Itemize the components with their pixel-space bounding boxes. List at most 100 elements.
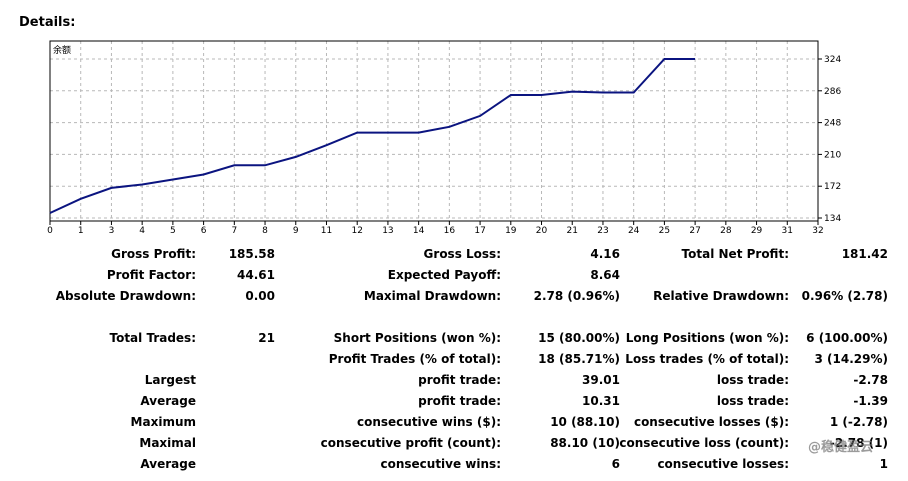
y-tick-label: 324	[824, 55, 841, 65]
profit-factor-label: Profit Factor:	[106, 268, 196, 282]
largest-loss-label: loss trade:	[716, 373, 789, 387]
long-positions-value: 6 (100.00%)	[806, 331, 888, 345]
stats-row-maximum: Maximum consecutive wins ($): 10 (88.10)…	[0, 413, 908, 434]
x-tick-label: 5	[170, 226, 176, 236]
maximal-profit-label: consecutive profit (count):	[320, 436, 501, 450]
total-trades-label: Total Trades:	[109, 331, 196, 345]
maximal-loss-label: consecutive loss (count):	[619, 436, 789, 450]
x-tick-label: 29	[751, 226, 763, 236]
maximum-label: Maximum	[130, 415, 196, 429]
average-consecutive-losses-value: 1	[879, 457, 888, 471]
stats-row-average: Average profit trade: 10.31 loss trade: …	[0, 392, 908, 413]
largest-profit-value: 39.01	[582, 373, 620, 387]
x-tick-label: 31	[782, 226, 793, 236]
x-tick-label: 25	[659, 226, 670, 236]
profit-trades-label: Profit Trades (% of total):	[328, 352, 501, 366]
maximal-drawdown-value: 2.78 (0.96%)	[533, 289, 620, 303]
total-trades-value: 21	[258, 331, 275, 345]
stats-row-average-consecutive: Average consecutive wins: 6 consecutive …	[0, 455, 908, 476]
gross-profit-value: 185.58	[228, 247, 275, 261]
x-tick-label: 16	[444, 226, 456, 236]
gross-profit-label: Gross Profit:	[111, 247, 196, 261]
average-consecutive-label: Average	[140, 457, 196, 471]
x-tick-label: 19	[505, 226, 517, 236]
chart-x-axis: 0 1 3 4 5 6 7 8 9 11 12 13 14 16 17 19 20 21 23 24 25 27 28 29 3…	[47, 221, 824, 236]
stats-row-profit-trades: Profit Trades (% of total): 18 (85.71%) …	[0, 350, 908, 371]
y-tick-label: 172	[824, 182, 841, 192]
maximum-wins-label: consecutive wins ($):	[356, 415, 501, 429]
x-tick-label: 4	[139, 226, 145, 236]
average-consecutive-wins-label: consecutive wins:	[380, 457, 501, 471]
stats-row-drawdown: Absolute Drawdown: 0.00 Maximal Drawdown…	[0, 287, 908, 308]
maximal-drawdown-label: Maximal Drawdown:	[363, 289, 501, 303]
x-tick-label: 9	[293, 226, 299, 236]
x-tick-label: 24	[628, 226, 640, 236]
profit-factor-value: 44.61	[237, 268, 275, 282]
largest-profit-label: profit trade:	[418, 373, 501, 387]
chart-y-axis: 134 172 210 248 286 324	[818, 55, 841, 224]
x-tick-label: 20	[536, 226, 548, 236]
x-tick-label: 13	[382, 226, 393, 236]
x-tick-label: 7	[231, 226, 237, 236]
average-loss-value: -1.39	[853, 394, 888, 408]
profit-trades-value: 18 (85.71%)	[538, 352, 620, 366]
balance-chart: 余额 0 1 3 4 5 6 7 8 9 11 12 13 14 16 17 19 20 21 23 24 25 27 28…	[47, 40, 841, 236]
x-tick-label: 12	[351, 226, 362, 236]
relative-drawdown-label: Relative Drawdown:	[653, 289, 789, 303]
balance-line	[49, 58, 696, 214]
details-title: Details:	[19, 15, 76, 30]
x-tick-label: 3	[109, 226, 115, 236]
expected-payoff-value: 8.64	[590, 268, 620, 282]
x-tick-label: 11	[321, 226, 332, 236]
stats-row-largest: Largest profit trade: 39.01 loss trade: …	[0, 371, 908, 392]
stats-row-trades: Total Trades: 21 Short Positions (won %)…	[0, 329, 908, 350]
y-tick-label: 286	[824, 87, 841, 97]
relative-drawdown-value: 0.96% (2.78)	[801, 289, 888, 303]
absolute-drawdown-value: 0.00	[245, 289, 275, 303]
average-consecutive-losses-label: consecutive losses:	[657, 457, 789, 471]
loss-trades-value: 3 (14.29%)	[814, 352, 888, 366]
x-tick-label: 1	[78, 226, 84, 236]
y-tick-label: 210	[824, 150, 841, 160]
average-profit-value: 10.31	[582, 394, 620, 408]
x-tick-label: 27	[689, 226, 700, 236]
average-profit-label: profit trade:	[418, 394, 501, 408]
absolute-drawdown-label: Absolute Drawdown:	[55, 289, 196, 303]
x-tick-label: 23	[597, 226, 608, 236]
average-consecutive-wins-value: 6	[611, 457, 620, 471]
x-tick-label: 0	[47, 226, 53, 236]
average-label: Average	[140, 394, 196, 408]
stats-row-factor: Profit Factor: 44.61 Expected Payoff: 8.…	[0, 266, 908, 287]
largest-loss-value: -2.78	[853, 373, 888, 387]
stats-row-maximal: Maximal consecutive profit (count): 88.1…	[0, 434, 908, 455]
loss-trades-label: Loss trades (% of total):	[625, 352, 789, 366]
x-tick-label: 21	[567, 226, 578, 236]
x-tick-label: 28	[720, 226, 732, 236]
maximum-losses-label: consecutive losses ($):	[633, 415, 789, 429]
chart-legend-label: 余额	[53, 44, 71, 56]
x-tick-label: 8	[262, 226, 268, 236]
x-tick-label: 17	[474, 226, 485, 236]
watermark: @稳健盈云	[808, 440, 874, 455]
gross-loss-label: Gross Loss:	[423, 247, 501, 261]
expected-payoff-label: Expected Payoff:	[387, 268, 501, 282]
chart-plot-border	[49, 40, 819, 222]
balance-chart-svg: 余额 0 1 3 4 5 6 7 8 9 11 12 13 14 16 17 19 20 21 23 24 25 27 28…	[47, 40, 841, 236]
largest-label: Largest	[144, 373, 196, 387]
gross-loss-value: 4.16	[590, 247, 620, 261]
total-net-profit-label: Total Net Profit:	[681, 247, 789, 261]
x-tick-label: 6	[201, 226, 207, 236]
long-positions-label: Long Positions (won %):	[625, 331, 789, 345]
maximal-loss-value: -2.78 (1)	[829, 436, 888, 450]
x-tick-label: 32	[812, 226, 823, 236]
maximum-wins-value: 10 (88.10)	[550, 415, 620, 429]
maximal-label: Maximal	[139, 436, 196, 450]
maximum-losses-value: 1 (-2.78)	[829, 415, 888, 429]
y-tick-label: 248	[824, 119, 841, 129]
stats-row-gross: Gross Profit: 185.58 Gross Loss: 4.16 To…	[0, 245, 908, 266]
total-net-profit-value: 181.42	[841, 247, 888, 261]
short-positions-value: 15 (80.00%)	[538, 331, 620, 345]
y-tick-label: 134	[824, 214, 841, 224]
average-loss-label: loss trade:	[716, 394, 789, 408]
maximal-profit-value: 88.10 (10)	[550, 436, 620, 450]
